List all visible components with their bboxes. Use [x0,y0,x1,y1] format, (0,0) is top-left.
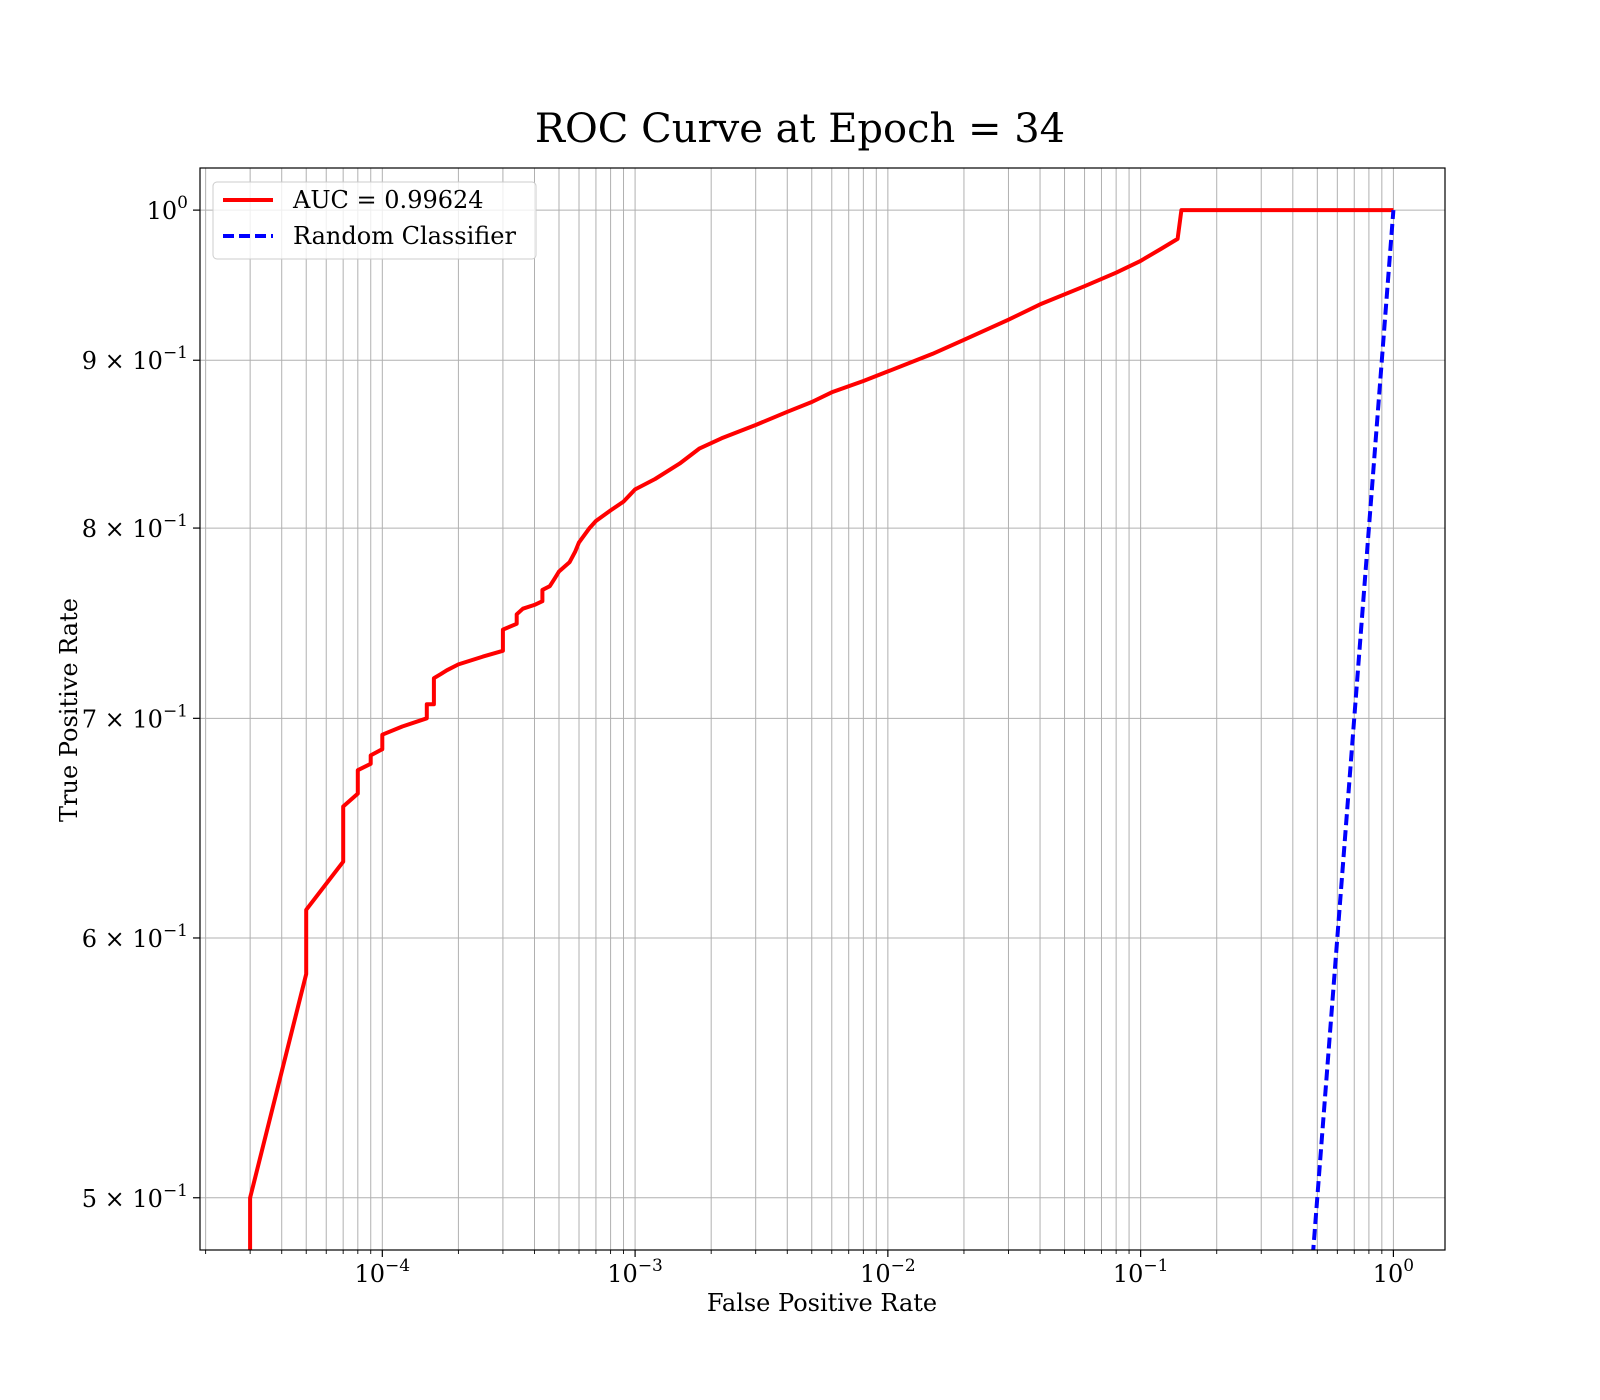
legend-label-random: Random Classifier [293,222,516,250]
random-classifier-line [1311,209,1396,1250]
chart-title: ROC Curve at Epoch = 34 [535,106,1065,152]
y-tick-exponent: −1 [163,921,188,941]
x-axis-label: False Positive Rate [707,1289,937,1317]
legend-box [212,181,537,260]
series-layer [248,208,1396,1250]
x-tick-base: 10 [1373,1260,1404,1288]
y-tick-label: 8 × 10−1 [82,511,188,543]
x-tick-label: 10−2 [860,1256,916,1288]
y-tick-exponent: −1 [163,343,188,363]
plot-frame [199,167,1446,1251]
y-tick-label: 100 [147,193,188,225]
y-tick-base: 9 × 10 [82,347,163,375]
y-tick-base: 5 × 10 [82,1185,163,1213]
x-tick-exponent: −4 [385,1256,410,1276]
x-tick-labels: 10−4 10−3 10−2 10−1 100 [355,1256,1415,1288]
y-tick-base: 7 × 10 [82,705,163,733]
x-tick-exponent: −3 [638,1256,663,1276]
x-tick-label: 10−4 [355,1256,411,1288]
grid-lines [200,168,1445,1250]
tick-marks [193,209,1395,1257]
y-axis-label: True Positive Rate [55,598,83,822]
y-tick-label: 6 × 10−1 [82,921,188,953]
x-tick-base: 10 [1113,1260,1144,1288]
x-tick-label: 10−3 [607,1256,663,1288]
y-tick-exponent: 0 [177,193,188,213]
y-tick-base: 6 × 10 [82,925,163,953]
legend: AUC = 0.99624 Random Classifier [212,181,537,260]
x-tick-exponent: −2 [891,1256,916,1276]
y-tick-label: 7 × 10−1 [82,701,188,733]
y-tick-exponent: −1 [163,1181,188,1201]
y-tick-label: 5 × 10−1 [82,1181,188,1213]
x-tick-label: 10−1 [1113,1256,1169,1288]
x-tick-base: 10 [860,1260,891,1288]
x-tick-base: 10 [355,1260,386,1288]
y-tick-exponent: −1 [163,511,188,531]
legend-label-auc: AUC = 0.99624 [292,186,484,214]
x-tick-base: 10 [607,1260,638,1288]
y-tick-exponent: −1 [163,701,188,721]
x-tick-exponent: −1 [1143,1256,1168,1276]
roc-curve-line [248,208,1394,1250]
y-tick-label: 9 × 10−1 [82,343,188,375]
x-tick-label: 100 [1373,1256,1414,1288]
y-tick-base: 10 [147,197,178,225]
y-tick-base: 8 × 10 [82,515,163,543]
x-tick-exponent: 0 [1403,1256,1414,1276]
